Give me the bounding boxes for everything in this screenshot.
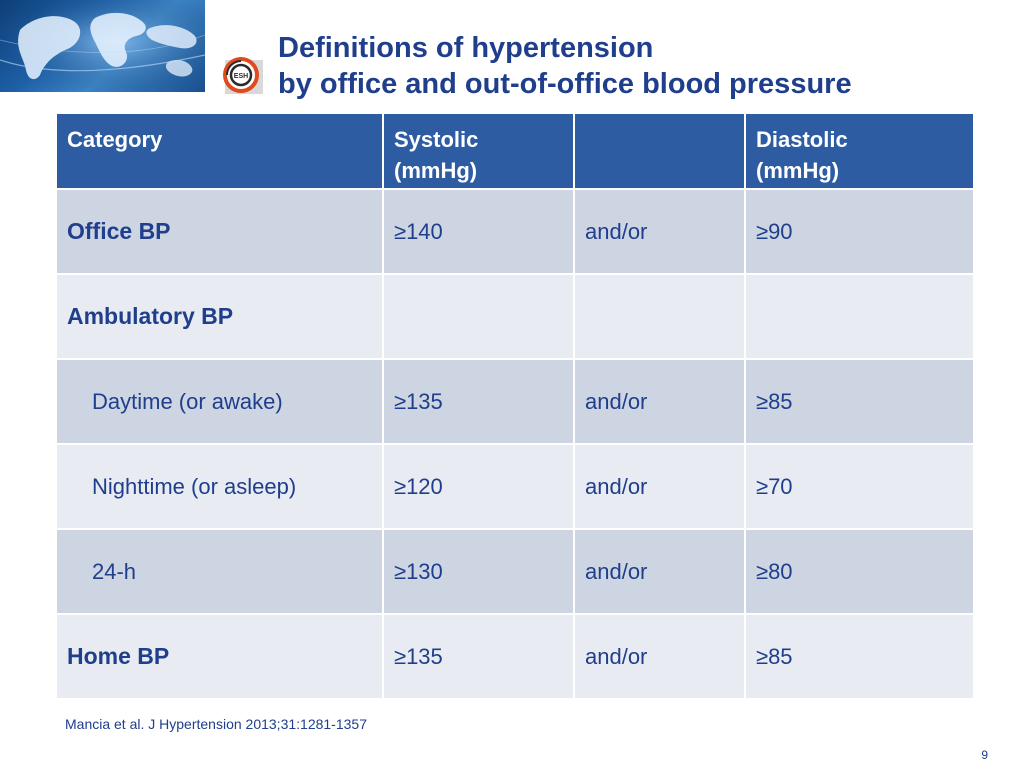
row-systolic: ≥135: [382, 613, 575, 700]
row-conjunction: and/or: [573, 528, 746, 615]
title-line-1: Definitions of hypertension: [278, 32, 654, 64]
row-diastolic: ≥70: [744, 443, 975, 530]
row-category: Ambulatory BP: [55, 273, 384, 360]
row-conjunction: [573, 273, 746, 360]
hypertension-definitions-table: Category Systolic (mmHg) Diastolic (mmHg…: [55, 112, 975, 700]
world-map-banner: [0, 0, 205, 92]
citation: Mancia et al. J Hypertension 2013;31:128…: [65, 716, 367, 732]
header-diastolic: Diastolic (mmHg): [744, 112, 975, 190]
slide-title: Definitions of hypertension by office an…: [278, 30, 998, 102]
row-category: Nighttime (or asleep): [55, 443, 384, 530]
logo-text: ESH: [234, 73, 248, 80]
table-row-nighttime: Nighttime (or asleep) ≥120 and/or ≥70: [55, 443, 975, 530]
table-row-home-bp: Home BP ≥135 and/or ≥85: [55, 613, 975, 700]
row-category: Office BP: [55, 188, 384, 275]
row-conjunction: and/or: [573, 188, 746, 275]
row-conjunction: and/or: [573, 443, 746, 530]
row-systolic: ≥120: [382, 443, 575, 530]
world-map-icon: [0, 0, 205, 92]
row-systolic: ≥130: [382, 528, 575, 615]
header-systolic: Systolic (mmHg): [382, 112, 575, 190]
table-header-row: Category Systolic (mmHg) Diastolic (mmHg…: [55, 112, 975, 190]
esh-logo: ESH: [217, 54, 267, 96]
table-row-office-bp: Office BP ≥140 and/or ≥90: [55, 188, 975, 275]
row-diastolic: ≥80: [744, 528, 975, 615]
header-empty: [573, 112, 746, 190]
row-conjunction: and/or: [573, 358, 746, 445]
table-row-24h: 24-h ≥130 and/or ≥80: [55, 528, 975, 615]
row-diastolic: ≥85: [744, 613, 975, 700]
row-diastolic: ≥85: [744, 358, 975, 445]
row-category: Daytime (or awake): [55, 358, 384, 445]
row-systolic: [382, 273, 575, 360]
table-row-ambulatory-bp: Ambulatory BP: [55, 273, 975, 360]
row-category: Home BP: [55, 613, 384, 700]
row-diastolic: ≥90: [744, 188, 975, 275]
row-diastolic: [744, 273, 975, 360]
header-category: Category: [55, 112, 384, 190]
row-category: 24-h: [55, 528, 384, 615]
row-systolic: ≥140: [382, 188, 575, 275]
table-row-daytime: Daytime (or awake) ≥135 and/or ≥85: [55, 358, 975, 445]
title-line-2: by office and out-of-office blood pressu…: [278, 68, 852, 100]
row-systolic: ≥135: [382, 358, 575, 445]
row-conjunction: and/or: [573, 613, 746, 700]
page-number: 9: [981, 748, 988, 762]
